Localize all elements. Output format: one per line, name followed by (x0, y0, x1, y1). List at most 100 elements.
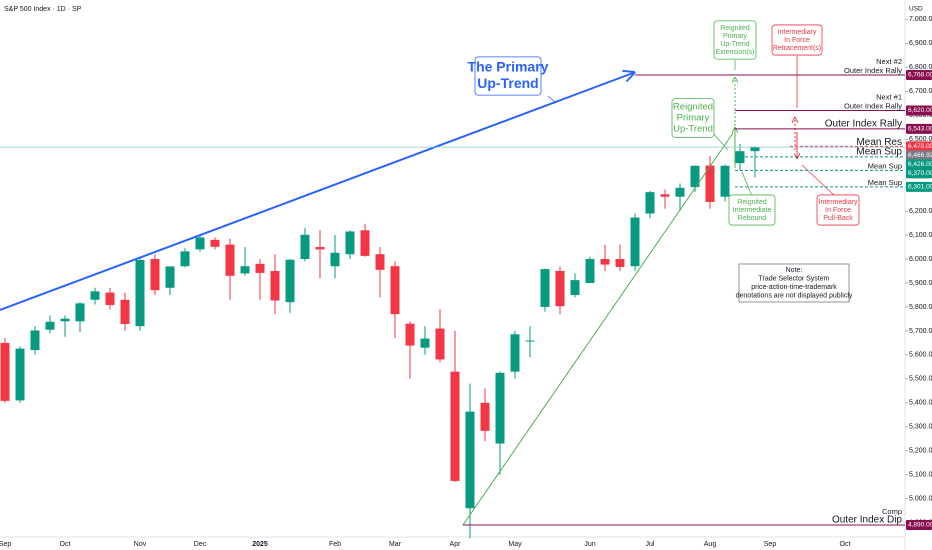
y-tick-label: 6,600.00 (909, 112, 932, 119)
candle-body (45, 321, 55, 330)
price-tag (906, 123, 932, 134)
candle-body (105, 292, 115, 306)
price-tag-label: 6,466.92 (908, 152, 932, 159)
x-tick-label: Feb (329, 541, 341, 548)
candle-body (0, 342, 10, 401)
y-tick-label: 6,800.00 (909, 64, 932, 71)
candle-body (615, 259, 625, 267)
candle-body (75, 303, 85, 322)
candle-body (405, 323, 415, 346)
callout-text: Reignited (737, 199, 767, 206)
candle-body (570, 280, 580, 295)
level-name: Mean Sup (868, 161, 902, 170)
callout-text: In Force (825, 207, 851, 214)
x-tick-label: Sep (0, 541, 11, 548)
candle-body (90, 291, 100, 300)
callout-text: Up-Trend (477, 75, 538, 91)
rebound-trend-line (462, 132, 734, 526)
callout-box (671, 98, 715, 138)
callout-text: The Primary (468, 59, 549, 75)
price-tag (906, 181, 932, 192)
price-tag-label: 6,370.00 (908, 170, 932, 177)
callout-box (771, 24, 823, 56)
x-tick-label: Oct (840, 541, 851, 548)
y-tick-label: 6,100.00 (909, 232, 932, 239)
level-name: Mean Res (856, 137, 902, 148)
x-tick-label: Sep (764, 541, 777, 548)
callout-box (474, 56, 542, 96)
candle-body (285, 259, 295, 303)
price-tag (906, 520, 932, 531)
level-name: Mean Sup (868, 178, 902, 187)
y-tick-label: 6,000.00 (909, 256, 932, 263)
callout-box (816, 194, 860, 226)
candle-body (585, 259, 595, 283)
callout-box (713, 20, 757, 60)
callout-box (728, 194, 776, 226)
x-tick-label: 2025 (252, 541, 268, 548)
candle-body (150, 259, 160, 291)
callout-text: Intermediary (778, 29, 817, 36)
candle-body (480, 402, 490, 431)
price-tag-label: 4,890.00 (908, 522, 932, 529)
candle-body (690, 165, 700, 188)
candle-body (240, 266, 250, 274)
level-name: Outer Index Dip (832, 515, 902, 526)
y-tick-label: 5,300.00 (909, 424, 932, 431)
candle-body (225, 244, 235, 276)
candle-body (390, 266, 400, 315)
x-tick-label: Oct (60, 541, 71, 548)
candle-body (195, 237, 205, 250)
candle-body (210, 239, 220, 247)
candle-body (360, 230, 370, 256)
y-tick-label: 5,600.00 (909, 352, 932, 359)
candle-body (255, 263, 265, 273)
candle-body (600, 259, 610, 265)
price-tag-label: 6,620.00 (908, 107, 932, 114)
x-tick-label: Apr (450, 541, 462, 548)
note-box (738, 263, 850, 303)
level-name: Comp (882, 507, 902, 516)
callout-text: Up-Trend (720, 41, 749, 48)
y-tick-label: 5,000.00 (909, 496, 932, 503)
candle-body (30, 330, 40, 351)
y-tick-label: 6,700.00 (909, 88, 932, 95)
y-tick-label: 5,400.00 (909, 400, 932, 407)
price-tag (906, 150, 932, 161)
candle-body (435, 328, 445, 360)
callout-text: Up-Trend (673, 123, 713, 134)
candle-body (630, 217, 640, 267)
candle-body (375, 254, 385, 270)
callout-text: Reignited (720, 25, 750, 32)
candle-body (180, 251, 190, 267)
y-tick-label: 7,000.00 (909, 16, 932, 23)
candle-body (465, 411, 475, 509)
note-text: denotations are not displayed publicly (736, 293, 853, 300)
callout-pointer (547, 95, 557, 104)
candle-body (60, 318, 70, 322)
candle-body (135, 259, 145, 327)
callout-pointer (741, 171, 753, 197)
callout-text: Primary (677, 113, 710, 124)
candle-body (165, 266, 175, 288)
y-tick-label: 6,900.00 (909, 40, 932, 47)
candle-body (330, 252, 340, 267)
level-name: Outer Index Rally (844, 66, 902, 75)
callout-text: Extension(s) (716, 49, 755, 56)
note-text: price-action-time-trademark (751, 284, 837, 291)
y-tick-label: 5,200.00 (909, 448, 932, 455)
x-tick-label: Mar (389, 541, 402, 548)
candle-body (525, 340, 535, 342)
x-tick-label: Nov (134, 541, 147, 548)
x-tick-label: Jun (584, 541, 595, 548)
price-tag-label: 6,301.00 (908, 184, 932, 191)
candle-body (540, 269, 550, 307)
x-tick-label: May (508, 541, 522, 548)
note-text: Trade Selector System (759, 276, 830, 283)
price-tag (906, 141, 932, 152)
price-tag-label: 6,470.00 (908, 143, 932, 150)
candle-body (15, 348, 25, 401)
candle-body (660, 194, 670, 197)
